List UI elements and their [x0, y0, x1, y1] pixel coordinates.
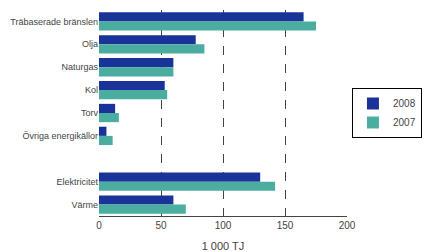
svg-text:Elektricitet: Elektricitet — [56, 177, 98, 187]
svg-text:150: 150 — [277, 220, 294, 231]
svg-text:Olja: Olja — [82, 39, 98, 49]
svg-text:200: 200 — [339, 220, 356, 231]
svg-text:50: 50 — [155, 220, 167, 231]
svg-text:Naturgas: Naturgas — [61, 62, 98, 72]
svg-text:1 000 TJ: 1 000 TJ — [202, 240, 245, 252]
svg-text:100: 100 — [215, 220, 232, 231]
svg-text:2008: 2008 — [393, 98, 416, 109]
svg-text:Övriga energikällor: Övriga energikällor — [22, 131, 98, 141]
svg-text:Torv: Torv — [81, 108, 99, 118]
svg-text:Värme: Värme — [71, 200, 98, 210]
svg-text:Träbaserade bränslen: Träbaserade bränslen — [10, 17, 98, 27]
svg-text:2007: 2007 — [393, 117, 416, 128]
svg-text:0: 0 — [96, 220, 102, 231]
svg-text:Kol: Kol — [85, 85, 98, 95]
